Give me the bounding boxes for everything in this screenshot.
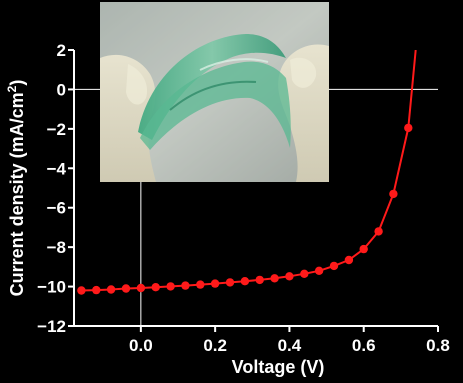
data-point [106,285,116,294]
data-point [210,279,220,288]
data-point [181,281,190,290]
x-tick-label: 0.0 [129,336,153,355]
y-axis-title: Current density (mA/cm2) [5,80,27,297]
data-point [166,282,175,291]
data-point [270,274,279,283]
data-point [374,227,383,236]
data-point [136,283,146,293]
axes [73,50,438,327]
y-ticks: −12 −10 −8 −6 −4 −2 0 2 [37,41,74,336]
data-point [314,266,324,275]
y-axis-title-tail: ) [7,80,27,86]
y-tick-label: −6 [47,199,66,218]
data-point [77,286,86,295]
x-tick-label: 0.8 [426,336,450,355]
data-point [121,284,131,293]
x-axis-title: Voltage (V) [232,357,325,377]
inset-photo [100,2,329,183]
y-tick-label: −8 [47,238,66,257]
y-tick-label: 2 [57,41,66,60]
data-point [389,189,398,199]
x-tick-label: 0.4 [278,336,302,355]
y-tick-label: −4 [47,159,67,178]
data-point [240,277,250,286]
data-point [92,285,101,295]
data-point [300,269,309,278]
y-axis-title-sup: 2 [5,85,19,92]
data-point [225,278,235,287]
y-tick-label: −12 [37,317,66,336]
data-point [359,244,368,254]
y-tick-label: 0 [57,80,66,99]
data-point [285,272,294,281]
x-tick-label: 0.6 [352,336,376,355]
data-point [196,280,205,289]
marker-layer [77,123,413,295]
data-point [151,283,160,292]
y-axis-title-main: Current density (mA/cm [7,92,27,296]
y-tick-label: −10 [37,278,66,297]
data-point [404,123,413,133]
x-tick-label: 0.2 [203,336,227,355]
data-point [255,275,264,285]
y-tick-label: −2 [47,120,66,139]
data-point [329,261,339,271]
data-point [344,255,354,265]
x-ticks: 0.0 0.2 0.4 0.6 0.8 [129,326,450,355]
